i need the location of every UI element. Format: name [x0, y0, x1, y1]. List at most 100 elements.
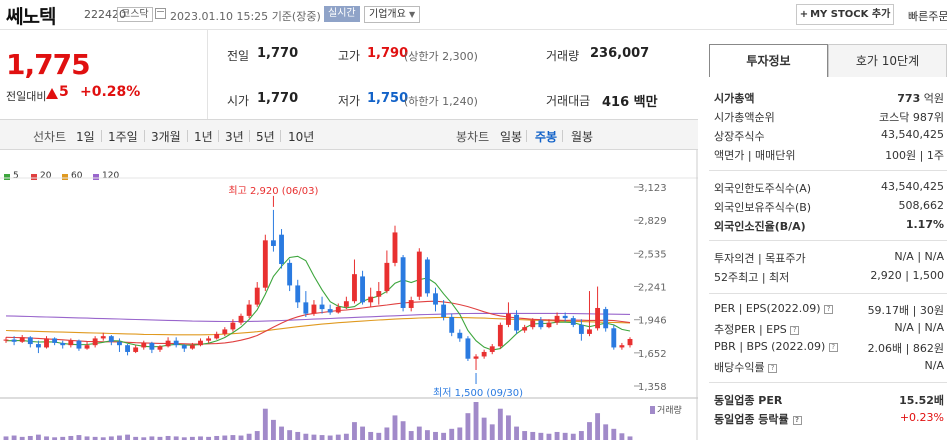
candle — [570, 318, 576, 325]
help-icon[interactable]: ? — [792, 415, 802, 425]
tab-1d[interactable]: 1일 — [76, 130, 95, 144]
candle — [327, 309, 333, 313]
volume-bar — [311, 434, 317, 440]
candle — [530, 320, 536, 328]
volume-bar — [343, 433, 349, 440]
candle — [538, 320, 544, 328]
tab-3y[interactable]: 3년 — [225, 130, 244, 144]
candle — [311, 304, 317, 314]
help-icon[interactable]: ? — [790, 325, 800, 335]
volume-bar — [481, 417, 487, 440]
volume-bar — [44, 436, 49, 440]
candle-chart-label: 봉차트 — [456, 130, 490, 144]
candle — [392, 232, 398, 263]
volume-legend-swatch — [650, 406, 655, 414]
realtime-button[interactable]: 실시간 — [324, 6, 360, 22]
high-annotation: 최고 2,920 (06/03) — [228, 185, 318, 197]
tab-1w[interactable]: 1주일 — [108, 130, 138, 144]
chevron-down-icon: ▼ — [409, 10, 416, 19]
volume-bar — [408, 431, 414, 440]
candle — [603, 309, 609, 329]
volume-bar — [238, 435, 244, 440]
candlestick-chart[interactable]: 3,123 2,829 2,535 2,241 1,946 1,652 1,358 최고 2,… — [0, 150, 698, 440]
candle — [627, 338, 633, 346]
volume-bar — [133, 436, 139, 440]
volume-bar — [117, 435, 122, 440]
corp-info-dropdown[interactable]: 기업개요 ▼ — [364, 6, 421, 23]
legend-swatch-5 — [4, 174, 10, 180]
legend-swatch-60 — [62, 174, 68, 180]
volume-bar — [327, 435, 333, 440]
volume-bar — [149, 436, 155, 440]
volume-bar — [619, 433, 625, 440]
tab-daily[interactable]: 일봉 — [500, 130, 523, 144]
candle — [117, 341, 122, 346]
opinion-row: 투자의견 | 목표주가 N/A | N/A — [714, 250, 944, 265]
legend-20: 20 — [40, 171, 52, 181]
candle — [133, 347, 139, 352]
candle — [141, 342, 147, 348]
candle — [214, 333, 220, 339]
candle — [457, 332, 463, 339]
volume-bar — [457, 427, 463, 440]
candle — [611, 328, 617, 348]
tab-weekly[interactable]: 주봉 — [535, 130, 558, 144]
volume-bar — [165, 435, 171, 440]
candle — [473, 356, 479, 359]
candle — [303, 302, 309, 314]
candle — [481, 351, 487, 357]
shares-row: 상장주식수 43,540,425 — [714, 128, 944, 143]
stock-name: 쎄노텍 — [6, 6, 56, 28]
volume-value: 236,007 — [590, 46, 650, 61]
volume-bar — [189, 436, 195, 440]
foreign-hold-row: 외국인보유주식수(B) 508,662 — [714, 199, 944, 214]
tab-monthly[interactable]: 월봉 — [571, 130, 594, 144]
candle — [497, 324, 503, 347]
help-icon[interactable]: ? — [768, 363, 778, 373]
divider — [280, 130, 281, 142]
volume-label: 거래량 — [546, 49, 580, 63]
volume-bar — [335, 434, 341, 440]
candle — [506, 313, 511, 325]
tab-1y[interactable]: 1년 — [194, 130, 213, 144]
tab-5y[interactable]: 5년 — [256, 130, 275, 144]
quick-order-button[interactable]: 빠른주문 — [908, 10, 947, 23]
y-tick-label: 1,652 — [638, 349, 667, 360]
candle — [319, 304, 325, 310]
change-value: 5 — [59, 84, 69, 100]
divider — [562, 130, 563, 142]
industry-change-row: 동일업종 등락률 ? +0.23% — [714, 411, 944, 426]
candle — [157, 346, 163, 350]
tab-hoga[interactable]: 호가 10단계 — [828, 44, 947, 77]
up-triangle-icon — [46, 88, 58, 99]
period-tabs: 선차트 1일 1주일 3개월 1년 3년 5년 10년 봉차트 일봉 주봉 월봉 — [0, 120, 698, 150]
volume-bar — [157, 436, 163, 440]
industry-per-row: 동일업종 PER 15.52배 — [714, 394, 944, 407]
candle — [27, 337, 33, 345]
volume-label: 거래량 — [657, 404, 682, 416]
line-chart-label: 선차트 — [33, 130, 67, 144]
volume-bar — [100, 437, 106, 440]
tab-10y[interactable]: 10년 — [288, 130, 315, 144]
y-tick-label: 2,535 — [638, 249, 667, 260]
help-icon[interactable]: ? — [828, 342, 838, 352]
candle — [368, 296, 374, 303]
volume-bar — [538, 432, 544, 440]
volume-bar — [254, 431, 260, 440]
help-icon[interactable]: ? — [824, 304, 834, 314]
stock-header: 쎄노텍 222420 코스닥 2023.01.10 15:25 기준(장중) 실… — [0, 0, 947, 30]
quote-date: 2023.01.10 15:25 기준(장중) — [170, 10, 321, 23]
tab-3m[interactable]: 3개월 — [151, 130, 181, 144]
low-label: 저가 — [338, 94, 361, 108]
candle — [578, 324, 584, 334]
ma20-line — [5, 300, 631, 345]
candle — [514, 314, 519, 331]
volume-bar — [603, 424, 609, 440]
add-mystock-button[interactable]: + MY STOCK 추가 — [796, 4, 894, 25]
stock-code: 222420 — [84, 8, 126, 21]
volume-bar — [522, 431, 528, 440]
divider — [207, 30, 208, 119]
volume-bar — [3, 436, 9, 440]
tab-invest-info[interactable]: 투자정보 — [709, 44, 828, 77]
volume-bar — [222, 435, 228, 440]
